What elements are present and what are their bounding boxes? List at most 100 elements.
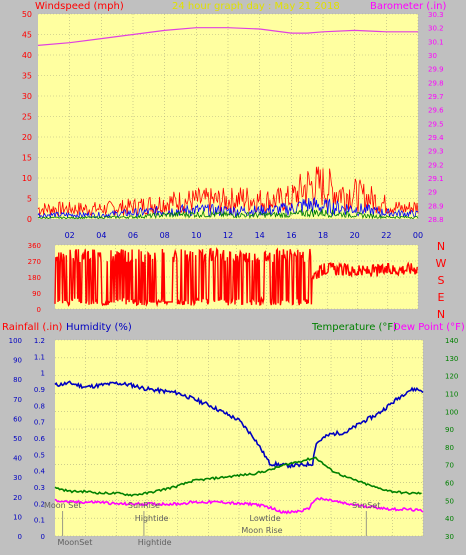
baro-tick-label: 29 [428,189,437,197]
baro-tick-label: 30.2 [428,25,444,33]
x-tick-label: 12 [223,231,233,240]
x-tick-label: 16 [286,231,296,240]
rain-tick-label: 1.1 [34,353,45,361]
rain-tick-label: 0.6 [34,435,46,443]
humidity-line [54,380,424,469]
x-tick-label: 10 [191,231,201,240]
rain-tick-label: 0.9 [34,386,45,394]
baro-tick-label: 29.8 [428,79,444,87]
direction-series-line [54,246,418,308]
baro-tick-label: 29.6 [428,107,444,115]
x-tick-label: 22 [381,231,391,240]
baro-tick-label: 29.9 [428,66,444,74]
temp-tick-label: 70 [445,462,454,470]
compass-label: N [437,240,445,253]
rain-tick-label: 1 [41,370,45,378]
temp-tick-label: 100 [445,408,458,416]
rain-tick-label: 0.2 [34,500,45,508]
baro-tick-label: 30.1 [428,38,444,46]
temperature-line [54,456,422,497]
temp-tick-label: 140 [445,337,458,345]
wind-series-line [37,166,419,217]
temp-humidity-panel: 0 0.1 0.2 0.3 0.4 0.5 0.6 0.7 0.8 0.9 1 1.1 1.2 0 10 2… [9,337,459,547]
wind-tick-label: 30 [22,92,32,101]
x-tick-label: 04 [96,231,106,240]
temp-tick-label: 60 [445,480,454,488]
x-tick-label: 00 [413,231,423,240]
compass-label: S [438,274,445,287]
event-label: SunRise [128,501,160,510]
center-title: 24 hour graph day : May 21 2018 [172,1,340,12]
baro-tick-label: 29.7 [428,93,444,101]
compass-label: N [437,308,445,321]
baro-tick-label: 30 [428,52,437,60]
event-label: Lowtide [250,514,281,523]
rain-tick-label: 0.1 [34,517,45,525]
event-label: Hightide [135,514,169,523]
x-tick-label: 02 [65,231,75,240]
wind-tick-label: 35 [22,72,32,81]
rain-title: Rainfall (.in) [2,322,63,333]
event-label: Hightide [138,538,172,547]
temp-tick-label: 90 [445,426,454,434]
rain-tick-label: 0 [41,533,45,541]
baro-tick-label: 30.3 [428,11,444,19]
x-tick-label: 06 [128,231,138,240]
wind-tick-label: 45 [22,31,32,40]
compass-label: E [438,291,445,304]
direction-tick-label: 0 [37,306,41,314]
humidity-tick-label: 10 [13,513,22,521]
event-label: Moon Set [44,501,81,510]
wind-title: Windspeed (mph) [35,1,124,12]
baro-tick-label: 29.5 [428,120,444,128]
humidity-tick-label: 80 [13,376,22,384]
rain-tick-label: 0.3 [34,484,45,492]
barometer-line [37,27,418,46]
baro-tick-label: 29.4 [428,134,444,142]
x-tick-label: 14 [255,231,265,240]
wind-series-line [37,208,419,220]
x-tick-label: 20 [350,231,360,240]
rain-tick-label: 1.2 [34,337,45,345]
humidity-tick-label: 100 [9,337,22,345]
dew-title: Dew Point (°F) [393,322,465,333]
humidity-tick-label: 30 [13,474,22,482]
wind-tick-label: 10 [22,174,32,183]
humidity-tick-label: 70 [13,396,22,404]
humidity-title: Humidity (%) [66,322,132,333]
rain-tick-label: 0.5 [34,451,45,459]
humidity-tick-label: 90 [13,357,22,365]
wind-tick-label: 0 [27,215,32,224]
dewpoint-line [54,496,424,515]
event-label: SunSet [352,501,380,510]
temp-tick-label: 130 [445,355,458,363]
wind-tick-label: 25 [22,113,32,122]
direction-tick-label: 90 [32,290,41,298]
baro-tick-label: 29.2 [428,161,444,169]
rain-tick-label: 0.7 [34,419,45,427]
humidity-tick-label: 20 [13,494,22,502]
direction-tick-label: 360 [28,242,41,250]
temp-tick-label: 50 [445,497,454,505]
rain-tick-label: 0.4 [34,468,46,476]
humidity-tick-label: 50 [13,435,22,443]
temp-tick-label: 80 [445,444,454,452]
humidity-tick-label: 40 [13,455,22,463]
compass-label: W [436,257,447,270]
rain-tick-label: 0.8 [34,402,45,410]
direction-tick-label: 270 [28,258,41,266]
x-tick-label: 08 [160,231,170,240]
x-tick-label: 18 [318,231,328,240]
baro-title: Barometer (.in) [370,1,446,12]
temp-title: Temperature (°F) [311,322,397,333]
direction-tick-label: 180 [28,274,41,282]
baro-tick-label: 29.3 [428,148,444,156]
wind-barometer-panel: 0 5 10 15 20 25 30 35 40 45 50 28.8 28.9 29 29.1 29.2 2… [22,10,444,224]
wind-tick-label: 20 [22,133,32,142]
event-label: MoonSet [57,538,92,547]
baro-tick-label: 28.9 [428,202,444,210]
event-label: Moon Rise [241,526,282,535]
